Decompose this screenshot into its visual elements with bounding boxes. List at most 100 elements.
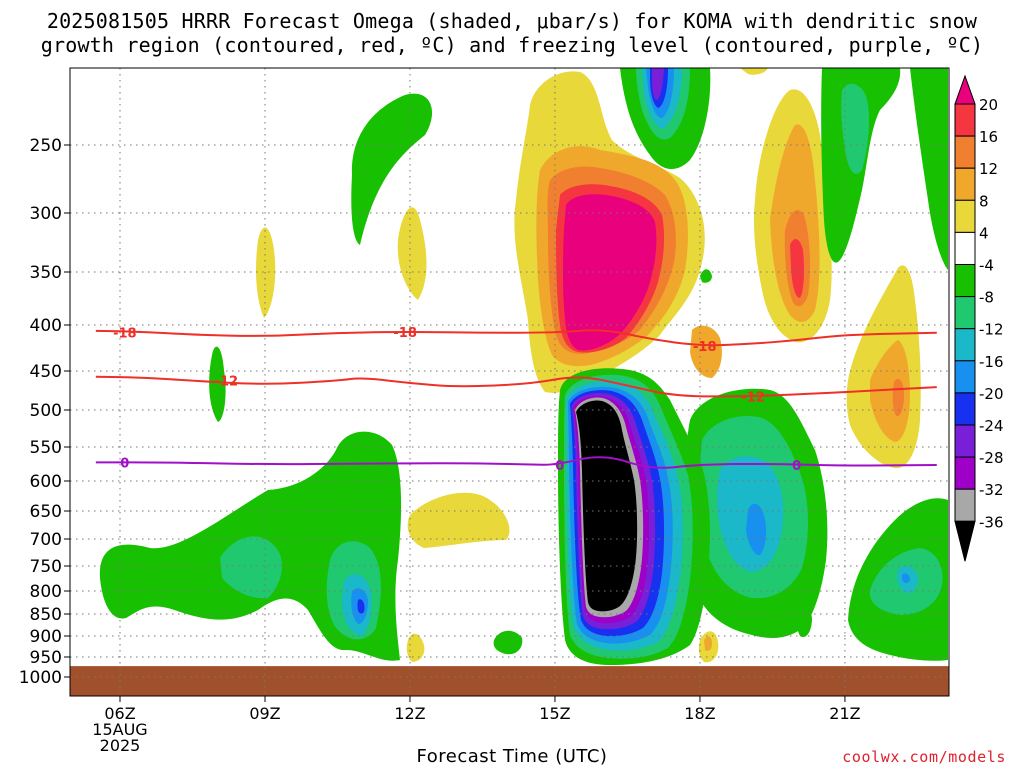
- colorbar-band-1: [954, 103, 976, 137]
- colorbar: 20 16 12 8 4 -4 -8 -12 -16 -20 -24 -28 -32 -36: [954, 74, 1004, 562]
- grid-lines: [70, 68, 949, 696]
- colorbar-band-8: [954, 328, 976, 362]
- x-tick-year: 2025: [100, 736, 141, 755]
- colorbar-label-1: 16: [979, 128, 998, 146]
- y-tick-label-400: 400: [30, 316, 62, 336]
- plot-frame: [69, 67, 950, 697]
- y-tick-label-450: 450: [30, 362, 62, 382]
- y-tick-label-650: 650: [30, 502, 62, 522]
- colorbar-band-2: [954, 135, 976, 169]
- omega-shade-right-orange-light-lower: [870, 340, 910, 442]
- y-tick-label-1000: 1000: [19, 668, 62, 688]
- chart-title-line1: 2025081505 HRRR Forecast Omega (shaded, …: [46, 9, 978, 33]
- colorbar-bottom-arrow: [954, 520, 976, 562]
- x-axis-label: Forecast Time (UTC): [416, 746, 608, 767]
- contour-label-0: 0: [555, 459, 564, 474]
- y-tick-label-950: 950: [30, 648, 62, 668]
- omega-shade-upper-left-green: [351, 93, 433, 245]
- contour-0: [95, 456, 937, 469]
- x-tick-label-15Z: 15Z: [539, 704, 570, 723]
- y-tick-label-900: 900: [30, 627, 62, 647]
- colorbar-label-7: -12: [979, 321, 1004, 339]
- colorbar-band-10: [954, 392, 976, 426]
- x-tick-label-21Z: 21Z: [829, 704, 860, 723]
- omega-shade-right-bottom-green: [795, 604, 812, 638]
- x-tick-label-12Z: 12Z: [394, 704, 425, 723]
- contour-label--18: -18: [393, 326, 417, 341]
- omega-shade-18z-yellow: [690, 325, 722, 378]
- colorbar-band-3: [954, 167, 976, 201]
- omega-shade-right-green-edge: [910, 68, 948, 270]
- y-tick-label-550: 550: [30, 438, 62, 458]
- colorbar-label-3: 8: [979, 192, 989, 210]
- omega-shade-center-pink: [563, 194, 657, 351]
- colorbar-label-2: 12: [979, 160, 998, 178]
- omega-shade-green-small: [209, 346, 226, 422]
- omega-shade-top-yellow-right: [740, 68, 768, 75]
- colorbar-band-9: [954, 360, 976, 394]
- x-tick-label-18Z: 18Z: [684, 704, 715, 723]
- colorbar-label-4: 4: [979, 224, 989, 242]
- y-tick-label-300: 300: [30, 204, 62, 224]
- omega-shade-center-black: [576, 400, 638, 612]
- omega-shade-lower-left-teal: [220, 536, 283, 599]
- contour-label--18: -18: [113, 327, 137, 342]
- omega-shade-right-red: [790, 238, 804, 298]
- x-tick-label-09Z: 09Z: [249, 704, 280, 723]
- y-axis-ticks: 2503003504004505005506006507007508008509…: [19, 136, 70, 688]
- y-tick-label-600: 600: [30, 472, 62, 492]
- colorbar-band-7: [954, 296, 976, 330]
- contour-label-0: 0: [120, 456, 129, 471]
- contour--12: [95, 375, 937, 398]
- y-tick-label-500: 500: [30, 401, 62, 421]
- chart-title-line2: growth region (contoured, red, ºC) and f…: [40, 33, 984, 57]
- contour-label--12: -12: [741, 390, 765, 405]
- colorbar-label-6: -8: [979, 289, 994, 307]
- colorbar-band-4: [954, 199, 976, 233]
- omega-shade-yellow-12z-lower: [407, 492, 510, 548]
- omega-shade-lower-left-navy: [357, 599, 365, 614]
- colorbar-label-8: -16: [979, 353, 1004, 371]
- colorbar-label-5: -4: [979, 257, 994, 275]
- y-tick-label-250: 250: [30, 136, 62, 156]
- contour-label--18: -18: [693, 340, 717, 355]
- omega-shade-corner-blue: [902, 573, 910, 583]
- colorbar-band-6: [954, 264, 976, 298]
- ground-below-surface: [70, 666, 949, 696]
- omega-shade-yellow-9z: [256, 227, 276, 318]
- colorbar-band-11: [954, 424, 976, 458]
- colorbar-label-13: -36: [979, 513, 1004, 531]
- colorbar-label-9: -20: [979, 385, 1004, 403]
- colorbar-label-10: -24: [979, 417, 1004, 435]
- omega-shade-yellow-12z: [397, 207, 427, 300]
- y-tick-label-850: 850: [30, 605, 62, 625]
- contour--18: [95, 329, 937, 347]
- contour-label--12: -12: [215, 375, 239, 390]
- omega-shade-top-purple: [652, 68, 664, 100]
- omega-shaded-field: [70, 68, 949, 696]
- y-tick-label-350: 350: [30, 263, 62, 283]
- omega-shade-green-13z-bottom: [493, 630, 523, 655]
- omega-shade-right-bottom-orange: [704, 636, 712, 651]
- colorbar-top-arrow: [954, 74, 976, 105]
- temperature-contours: -18 -18 -18 -12 -12 0 0 0: [95, 326, 937, 474]
- source-credit: coolwx.com/models: [842, 748, 1006, 766]
- colorbar-label-0: 20: [979, 96, 998, 114]
- omega-shade-yellow-12z-bottom: [406, 633, 425, 662]
- omega-shade-right-lower-blue: [746, 503, 767, 556]
- omega-shade-18z-green: [700, 269, 712, 283]
- y-tick-label-800: 800: [30, 582, 62, 602]
- x-tick-date: 15AUG: [92, 720, 147, 739]
- y-tick-label-700: 700: [30, 530, 62, 550]
- contour-label-0: 0: [792, 459, 801, 474]
- omega-shade-right-teal-top: [841, 83, 869, 174]
- x-tick-label-06Z: 06Z: [104, 704, 135, 723]
- colorbar-band-12: [954, 456, 976, 490]
- colorbar-label-11: -28: [979, 449, 1004, 467]
- colorbar-band-13: [954, 488, 976, 522]
- colorbar-label-12: -32: [979, 481, 1004, 499]
- y-tick-label-750: 750: [30, 557, 62, 577]
- colorbar-band-5: [954, 231, 976, 265]
